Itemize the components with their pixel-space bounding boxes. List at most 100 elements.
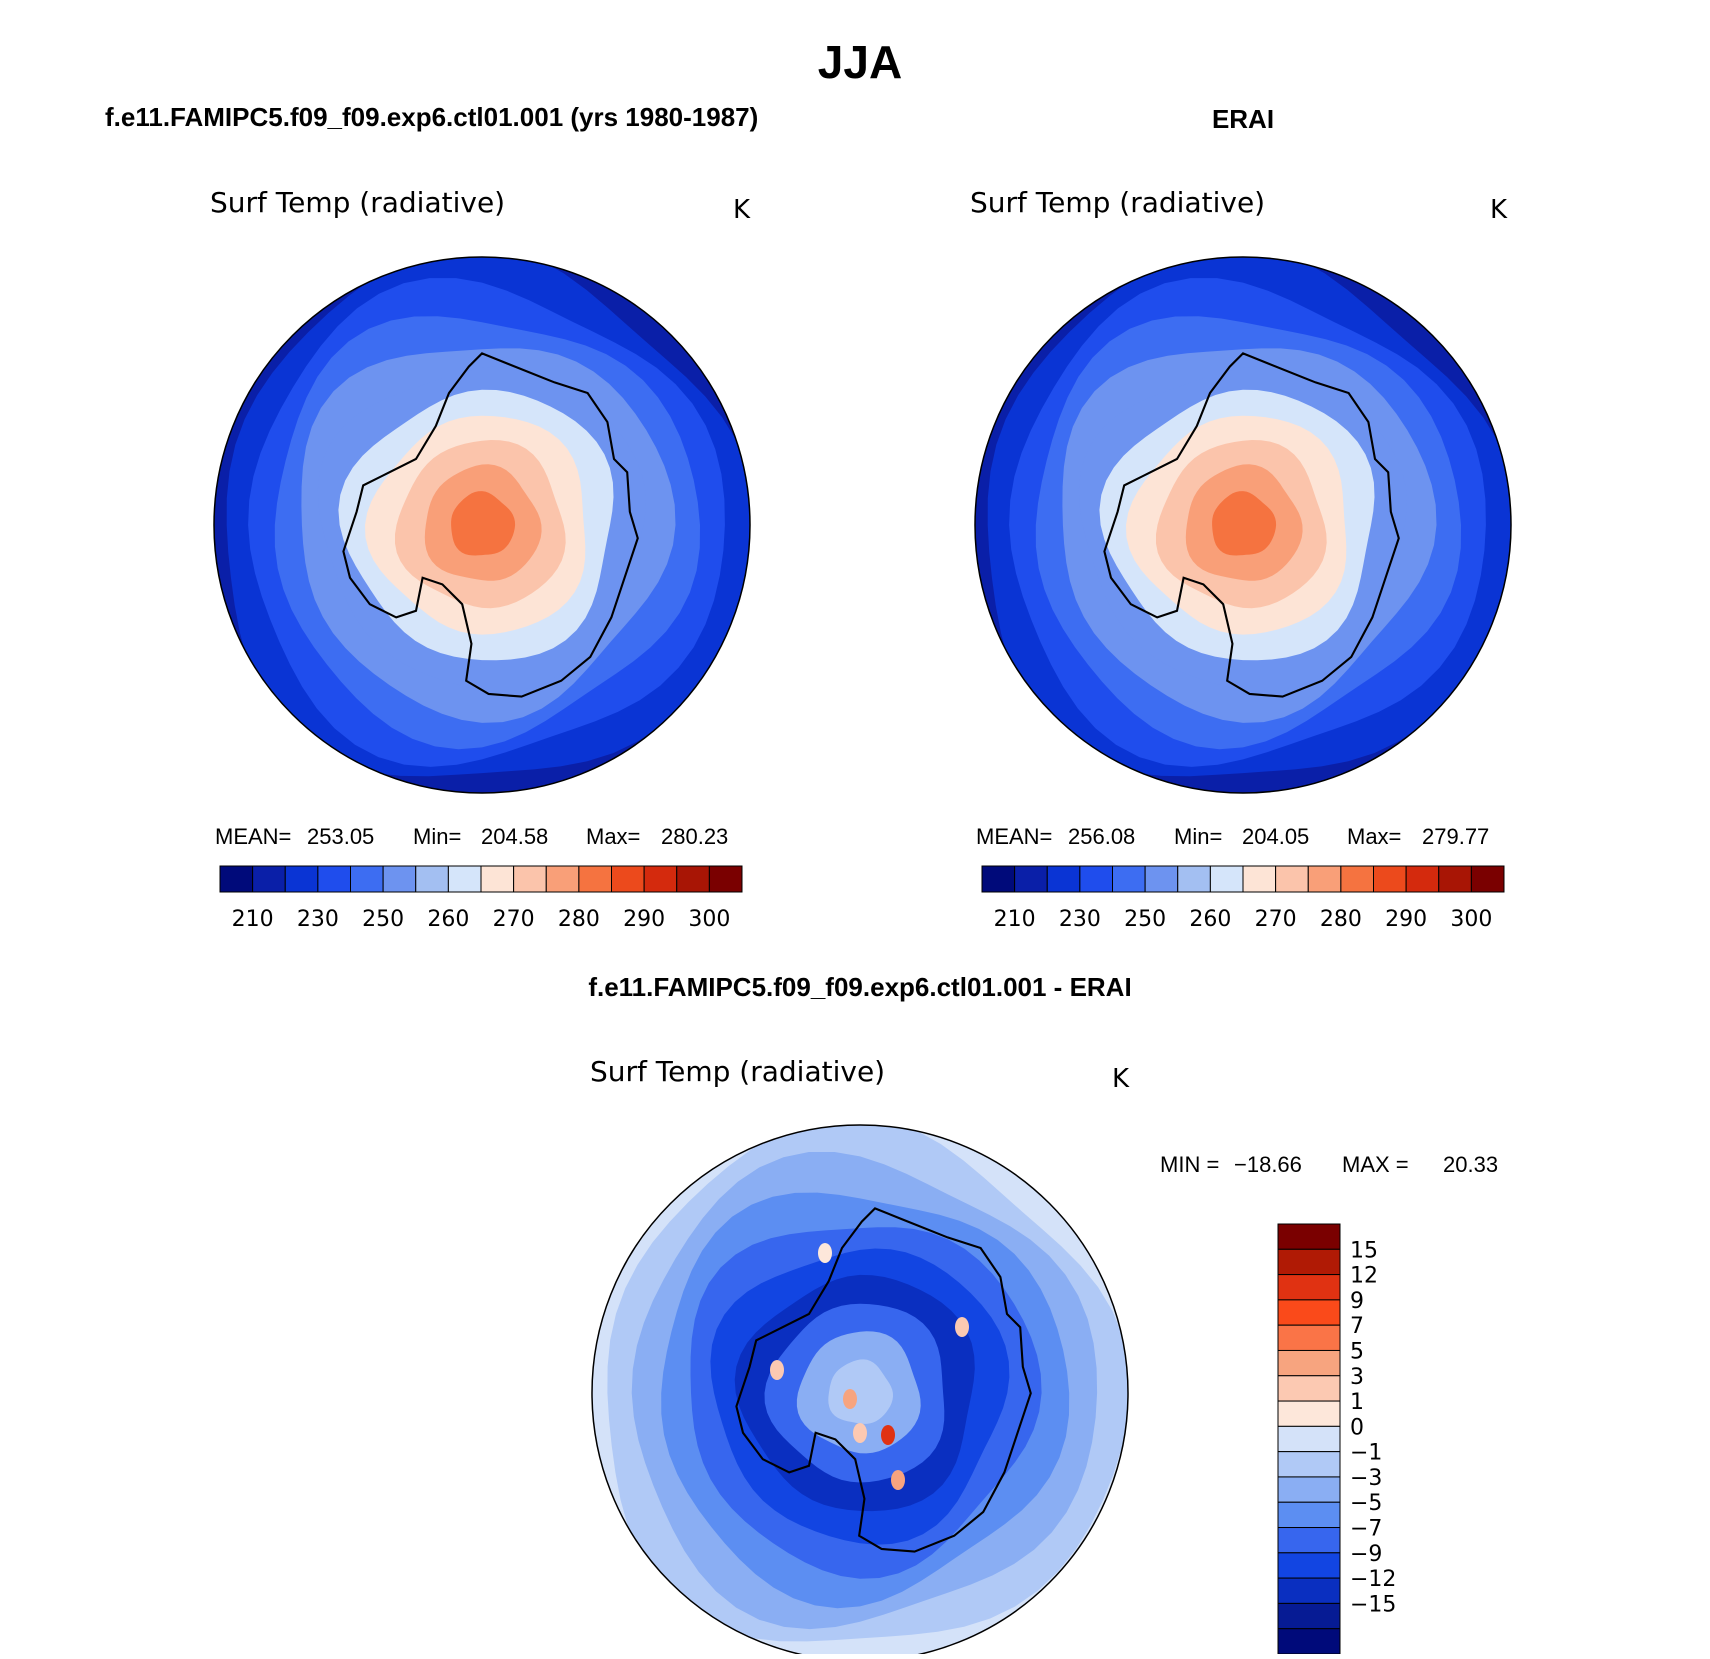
figure-title: JJA <box>818 36 902 88</box>
panel-erai-units: K <box>1490 195 1508 225</box>
panel-diff-colorbar-tick-label: −15 <box>1350 1592 1396 1617</box>
panel-erai: ERAI Surf Temp (radiative) K MEAN= 256.0… <box>970 104 1512 932</box>
panel-diff-colorbar-tick-label: −1 <box>1350 1441 1382 1466</box>
panel-diff-colorbar-tick-label: −3 <box>1350 1466 1382 1491</box>
panel-model-colorbar-swatch <box>513 865 547 893</box>
panel-model-colorbar-tick-label: 280 <box>558 907 600 932</box>
panel-erai-colorbar-swatch <box>1405 865 1440 893</box>
panel-diff-colorbar-swatch <box>1277 1223 1341 1250</box>
panel-erai-colorbar-swatch <box>1079 865 1113 893</box>
panel-model-min-value: 204.58 <box>481 824 548 849</box>
panel-diff-max-value: 20.33 <box>1443 1152 1498 1177</box>
panel-diff-colorbar-tick-label: 3 <box>1350 1365 1364 1390</box>
panel-erai-colorbar-tick-label: 230 <box>1059 907 1101 932</box>
panel-model-colorbar-tick-label: 210 <box>232 907 274 932</box>
panel-diff-anomaly-patch <box>818 1243 832 1263</box>
panel-diff-colorbar-tick-label: −9 <box>1350 1542 1382 1567</box>
panel-erai-colorbar-tick-label: 250 <box>1124 907 1166 932</box>
panel-erai-colorbar-swatch <box>1046 865 1081 893</box>
panel-erai-mean-label: MEAN= <box>976 824 1052 849</box>
panel-erai-min-label: Min= <box>1174 824 1222 849</box>
panel-diff-max-label: MAX = <box>1342 1152 1409 1177</box>
panel-erai-band <box>1212 491 1277 556</box>
panel-model-colorbar-swatch <box>447 865 482 893</box>
panel-erai-colorbar-swatch <box>1373 865 1407 893</box>
panel-diff-colorbar-tick-label: 5 <box>1350 1339 1364 1364</box>
panel-erai-colorbar-swatch <box>1209 865 1244 893</box>
panel-model-colorbar-swatch <box>611 865 645 893</box>
panel-diff-colorbar-tick-label: 0 <box>1350 1415 1364 1440</box>
panel-model-colorbar-swatch <box>284 865 319 893</box>
panel-model-colorbar-tick-label: 300 <box>688 907 730 932</box>
panel-diff-colorbar-swatch <box>1277 1476 1341 1503</box>
panel-erai-max-label: Max= <box>1347 824 1401 849</box>
panel-model-colorbar-swatch <box>252 865 286 893</box>
panel-model-title: f.e11.FAMIPC5.f09_f09.exp6.ctl01.001 (yr… <box>105 102 758 132</box>
panel-erai-colorbar-swatch <box>1014 865 1048 893</box>
panel-model-colorbar-tick-label: 230 <box>297 907 339 932</box>
panel-model-colorbar-swatch <box>578 865 612 893</box>
panel-diff-colorbar-tick-label: 7 <box>1350 1314 1364 1339</box>
panel-diff-stats: MIN = −18.66 MAX = 20.33 <box>1160 1152 1498 1177</box>
panel-erai-colorbar-swatch <box>1307 865 1342 893</box>
panel-diff-colorbar-tick-label: 9 <box>1350 1289 1364 1314</box>
panel-erai-min-value: 204.05 <box>1242 824 1309 849</box>
panel-erai-colorbar-tick-label: 280 <box>1320 907 1362 932</box>
panel-diff-colorbar-tick-label: 12 <box>1350 1264 1378 1289</box>
panel-diff-band <box>828 1359 893 1424</box>
panel-model-colorbar-tick-label: 290 <box>623 907 665 932</box>
panel-erai-colorbar-swatch <box>1438 865 1472 893</box>
panel-model-colorbar-swatch <box>350 865 384 893</box>
panel-model-mean-label: MEAN= <box>215 824 291 849</box>
panel-erai-map <box>975 257 1511 793</box>
panel-diff-min-label: MIN = <box>1160 1152 1219 1177</box>
panel-model-max-label: Max= <box>586 824 640 849</box>
panel-diff-units: K <box>1112 1064 1130 1094</box>
panel-erai-colorbar-tick-label: 260 <box>1189 907 1231 932</box>
panel-diff-colorbar-tick-label: −5 <box>1350 1491 1382 1516</box>
panel-model-colorbar-tick-label: 260 <box>427 907 469 932</box>
panel-erai-colorbar-swatch <box>1470 865 1505 893</box>
panel-diff: f.e11.FAMIPC5.f09_f09.exp6.ctl01.001 - E… <box>588 972 1498 1659</box>
panel-model-map <box>214 257 750 793</box>
panel-model-stats: MEAN= 253.05 Min= 204.58 Max= 280.23 <box>215 824 728 849</box>
panel-erai-colorbar-tick-label: 290 <box>1385 907 1427 932</box>
panel-erai-mean-value: 256.08 <box>1068 824 1135 849</box>
panel-diff-anomaly-patch <box>891 1470 905 1490</box>
panel-erai-map-border <box>974 256 1512 794</box>
panel-erai-colorbar-tick-label: 300 <box>1450 907 1492 932</box>
panel-model-min-label: Min= <box>413 824 461 849</box>
panel-diff-colorbar-swatch <box>1277 1375 1341 1402</box>
panel-diff-colorbar-swatch <box>1277 1451 1341 1478</box>
panel-model-mean-value: 253.05 <box>307 824 374 849</box>
panel-model-colorbar-swatch <box>708 865 743 893</box>
panel-diff-min-value: −18.66 <box>1234 1152 1302 1177</box>
panel-erai-colorbar-tick-label: 210 <box>994 907 1036 932</box>
panel-model-colorbar-swatch <box>382 865 417 893</box>
panel-erai-colorbar: 210 230 250 260 270 280 290 300 <box>981 865 1505 932</box>
panel-erai-colorbar-swatch <box>1144 865 1179 893</box>
panel-diff-colorbar-swatch <box>1277 1349 1341 1377</box>
panel-erai-colorbar-swatch <box>981 865 1016 893</box>
panel-model-band <box>451 491 516 556</box>
panel-diff-anomaly-patch <box>770 1360 784 1380</box>
panel-diff-colorbar-swatch <box>1277 1274 1341 1301</box>
panel-erai-colorbar-swatch <box>1242 865 1277 893</box>
panel-model-max-value: 280.23 <box>661 824 728 849</box>
panel-erai-stats: MEAN= 256.08 Min= 204.05 Max= 279.77 <box>976 824 1489 849</box>
panel-diff-colorbar-tick-label: −12 <box>1350 1567 1396 1592</box>
panel-model-colorbar-tick-label: 270 <box>493 907 535 932</box>
panel-erai-variable: Surf Temp (radiative) <box>970 186 1265 219</box>
panel-diff-colorbar-swatch <box>1277 1602 1341 1630</box>
panel-erai-colorbar-swatch <box>1275 865 1309 893</box>
panel-diff-colorbar-swatch <box>1277 1628 1341 1655</box>
panel-erai-max-value: 279.77 <box>1422 824 1489 849</box>
panel-model-colorbar-swatch <box>480 865 515 893</box>
panel-diff-variable: Surf Temp (radiative) <box>590 1055 885 1088</box>
panel-diff-colorbar-swatch <box>1277 1527 1341 1554</box>
panel-model-variable: Surf Temp (radiative) <box>210 186 505 219</box>
panel-diff-colorbar-tick-label: −7 <box>1350 1517 1382 1542</box>
panel-diff-map-border <box>591 1124 1129 1659</box>
panel-model-colorbar-swatch <box>643 865 678 893</box>
